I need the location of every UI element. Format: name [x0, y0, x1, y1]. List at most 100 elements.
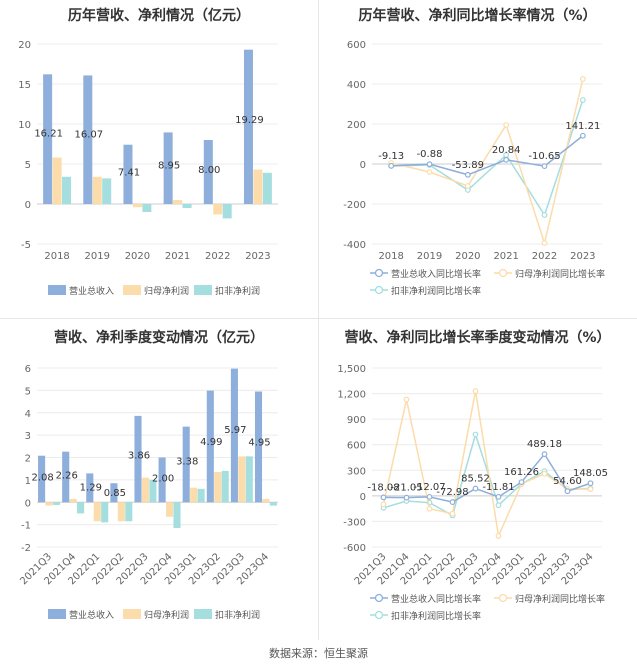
bar — [62, 451, 70, 503]
y-tick-label: -2 — [21, 543, 31, 554]
series-line — [391, 135, 584, 176]
data-label: -12.07 — [413, 482, 445, 493]
data-point — [579, 97, 586, 103]
y-tick-label: 0 — [25, 498, 31, 509]
bar — [102, 178, 112, 204]
data-point — [587, 486, 594, 492]
data-label: 19.29 — [235, 115, 264, 126]
bar — [45, 502, 53, 506]
data-point — [472, 388, 479, 394]
data-point — [579, 132, 586, 139]
x-tick-label: 2023 — [570, 251, 595, 262]
data-label: 4.99 — [200, 437, 222, 448]
data-point — [503, 156, 510, 163]
data-label: 2.00 — [152, 474, 174, 485]
legend-label: 营业总收入同比增长率 — [391, 268, 481, 280]
y-tick-label: 600 — [347, 40, 366, 51]
bar — [110, 483, 118, 503]
y-tick-label: 200 — [347, 120, 366, 131]
data-label: 5.97 — [224, 425, 246, 436]
y-tick-label: 1 — [25, 476, 31, 487]
bar — [197, 488, 205, 503]
bar — [43, 74, 53, 204]
data-label: 54.60 — [553, 476, 582, 487]
data-point — [426, 505, 433, 512]
data-point — [541, 470, 548, 477]
data-label: 8.95 — [158, 161, 180, 172]
bar — [254, 391, 263, 503]
y-tick-label: -1 — [21, 521, 31, 532]
y-tick-label: 2 — [25, 454, 31, 465]
data-point — [564, 488, 571, 495]
legend-label: 归母净利润同比增长率 — [515, 268, 605, 280]
bar — [132, 204, 142, 208]
bar — [190, 487, 198, 503]
data-point — [495, 533, 502, 539]
bar — [86, 473, 94, 503]
data-point — [449, 499, 456, 505]
y-tick-label: 900 — [347, 415, 366, 426]
y-tick-label: 20 — [18, 40, 31, 51]
y-tick-label: 300 — [347, 466, 366, 477]
legend-swatch — [498, 268, 508, 278]
data-point — [380, 494, 387, 501]
data-label: 148.05 — [573, 468, 608, 479]
y-tick-label: -200 — [343, 200, 366, 211]
data-label: 0.85 — [104, 488, 126, 499]
bar — [243, 49, 253, 205]
chart-title-quarterly-revenue-profit: 营收、净利季度变动情况（亿元） — [54, 330, 264, 346]
data-label: -18.08 — [367, 482, 399, 493]
bar — [238, 456, 246, 503]
x-tick-label: 2020 — [455, 251, 480, 262]
data-label: 20.84 — [492, 145, 521, 156]
y-tick-label: 1,200 — [337, 390, 366, 401]
bar — [158, 457, 166, 503]
y-tick-label: 3 — [25, 431, 31, 442]
bar — [123, 144, 133, 204]
legend-swatch — [194, 609, 212, 619]
legend-label: 营业总收入 — [69, 609, 114, 621]
x-tick-label: 2021 — [493, 251, 518, 262]
legend-label: 扣非净利润同比增长率 — [391, 285, 481, 297]
legend-swatch — [374, 593, 384, 603]
data-point — [495, 502, 502, 509]
bar — [213, 204, 223, 215]
y-tick-label: 0 — [360, 492, 366, 503]
y-tick-label: 600 — [347, 441, 366, 452]
bar — [142, 204, 152, 212]
series-line — [383, 452, 591, 503]
legend-label: 归母净利润 — [144, 609, 189, 621]
data-point — [403, 396, 410, 403]
chart-title-annual-growth-rate: 历年营收、净利同比增长率情况（%） — [358, 8, 597, 24]
legend-label: 营业总收入 — [69, 285, 114, 297]
data-point — [426, 169, 433, 175]
y-tick-label: 0 — [25, 200, 31, 211]
x-tick-label: 2018 — [378, 251, 403, 262]
data-label: 7.41 — [118, 167, 140, 178]
data-point — [472, 431, 479, 438]
bar — [214, 472, 222, 503]
data-point — [449, 510, 456, 517]
legend-swatch — [123, 285, 141, 295]
data-label: 16.21 — [34, 129, 63, 140]
bar — [163, 132, 173, 204]
bar — [52, 502, 61, 505]
bar — [38, 455, 46, 503]
data-point — [464, 183, 471, 189]
bar — [221, 470, 229, 503]
legend-label: 归母净利润同比增长率 — [515, 593, 605, 605]
data-source-footer: 数据来源：恒生聚源 — [269, 647, 368, 660]
data-point — [579, 76, 586, 82]
bar — [141, 477, 149, 503]
data-point — [426, 161, 433, 168]
bar — [253, 169, 263, 204]
data-label: 141.21 — [565, 121, 600, 132]
x-tick-label: 2021 — [165, 251, 190, 262]
x-tick-label: 2019 — [85, 251, 110, 262]
chart-title-annual-revenue-profit: 历年营收、净利情况（亿元） — [68, 8, 250, 24]
bar — [230, 368, 238, 503]
x-tick-label: 2020 — [125, 251, 150, 262]
data-point — [472, 485, 479, 492]
series-line — [382, 390, 591, 539]
